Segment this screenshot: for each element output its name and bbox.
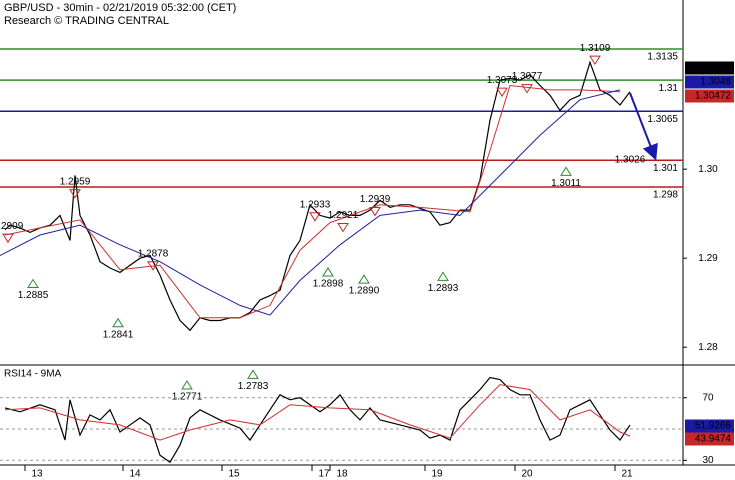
- x-tick-label: 20: [521, 469, 533, 480]
- level-label: 1.3065: [647, 114, 678, 125]
- pivot-high-marker: [69, 189, 81, 199]
- pivot-high-marker: [147, 261, 159, 271]
- y-tick-label: 1.29: [698, 253, 718, 264]
- y-tick-label: 1.28: [698, 342, 718, 353]
- pivot-low-marker: [322, 267, 334, 277]
- level-label: 1.298: [653, 190, 678, 201]
- pivot-low-marker: [560, 166, 572, 176]
- level-label: 1.301: [653, 163, 678, 174]
- y-tick-label: 30: [702, 455, 714, 466]
- y-tick-label: 1.30: [698, 164, 718, 175]
- pivot-label: 1.2890: [349, 286, 380, 297]
- pivot-label: 1.2893: [428, 283, 459, 294]
- pivot-high-marker: [337, 222, 349, 233]
- chart-subtitle: Research © TRADING CENTRAL: [4, 15, 169, 27]
- pivot-label: 1.3011: [551, 178, 581, 189]
- pivot-label: 1.3109: [580, 43, 611, 54]
- x-tick-label: 18: [336, 469, 348, 480]
- pivot-label: 1.3026: [615, 155, 646, 166]
- price-box: [685, 89, 734, 103]
- pivot-label: 1.2878: [138, 248, 169, 259]
- pivot-label: 1.3073: [487, 75, 518, 86]
- pivot-label: 1.2909: [0, 221, 24, 232]
- x-tick-label: 21: [621, 469, 633, 480]
- pivot-low-marker: [27, 278, 39, 289]
- price-box: [685, 75, 734, 89]
- pivot-low-marker: [112, 317, 124, 328]
- pivot-high-marker: [496, 87, 508, 98]
- x-tick-label: 17: [318, 469, 330, 480]
- pivot-high-marker: [589, 55, 601, 66]
- pivot-low-marker: [247, 369, 259, 379]
- indicator-title: RSI14 - 9MA: [4, 369, 62, 380]
- price-box-label: 43.9474: [695, 434, 732, 445]
- series-line: [4, 84, 621, 319]
- y-tick-label: 70: [702, 392, 714, 403]
- x-tick-label: 19: [431, 469, 443, 480]
- price-box-label: 1.30472: [695, 91, 732, 102]
- price-box: [685, 432, 734, 446]
- series-line: [4, 60, 631, 332]
- pivot-label: 1.2921: [328, 210, 359, 221]
- pivot-label: 1.2959: [60, 176, 91, 187]
- pivot-label: 1.2898: [313, 279, 344, 290]
- pivot-label: 1.3077: [512, 71, 543, 82]
- x-tick-label: 15: [228, 469, 240, 480]
- pivot-label: 1.2841: [103, 329, 134, 340]
- series-line: [0, 89, 621, 316]
- series-line: [4, 384, 631, 441]
- price-box-label: 1.3048: [700, 77, 731, 88]
- pivot-label: 1.2933: [300, 199, 331, 210]
- pivot-high-marker: [369, 206, 381, 217]
- x-tick-label: 14: [129, 469, 141, 480]
- level-label: 1.31: [659, 83, 679, 94]
- price-box: [685, 61, 734, 75]
- pivot-label: 1.2885: [18, 290, 49, 301]
- pivot-high-marker: [2, 233, 14, 244]
- pivot-label: 1.2771: [172, 392, 203, 403]
- x-tick-label: 13: [31, 469, 43, 480]
- price-box-label: 1.3049: [700, 63, 731, 74]
- price-box: [685, 419, 734, 433]
- pivot-low-marker: [181, 380, 193, 390]
- pivot-high-marker: [309, 212, 321, 222]
- series-line: [4, 376, 631, 464]
- forecast-arrow: [629, 92, 658, 161]
- chart-title: GBP/USD - 30min - 02/21/2019 05:32:00 (C…: [4, 2, 236, 14]
- pivot-low-marker: [358, 274, 370, 284]
- pivot-label: 1.2783: [238, 381, 269, 392]
- pivot-label: 1.2939: [360, 194, 391, 205]
- price-box-label: 51.9266: [695, 421, 732, 432]
- pivot-low-marker: [437, 271, 449, 281]
- pivot-high-marker: [521, 84, 533, 94]
- level-label: 1.3135: [647, 52, 678, 63]
